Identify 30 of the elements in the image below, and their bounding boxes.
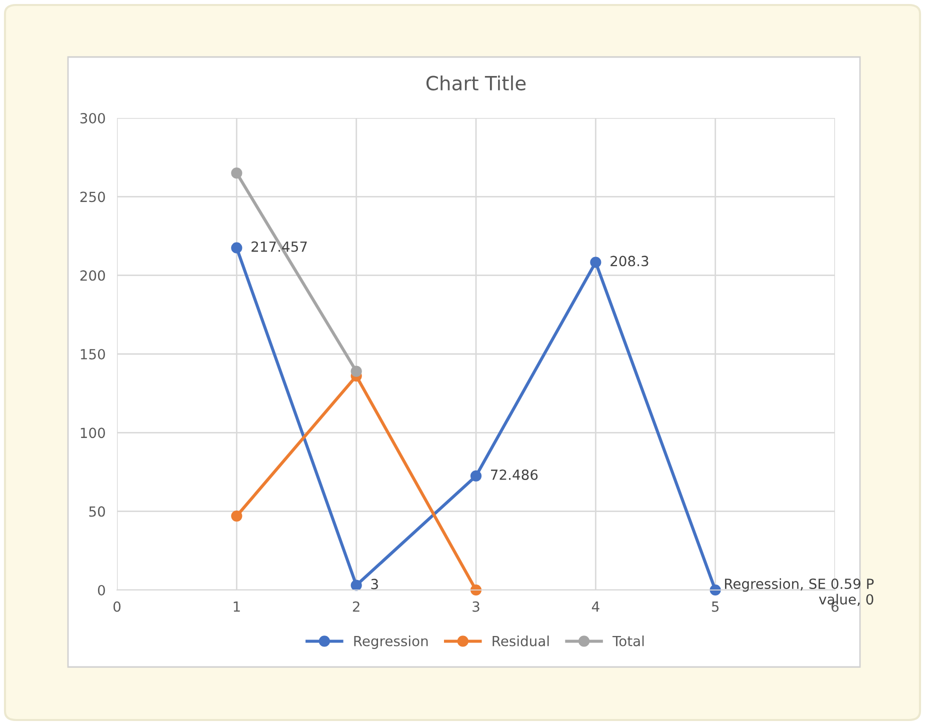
y-tick-label: 50 [89, 506, 105, 517]
point [590, 256, 602, 268]
point [470, 584, 482, 596]
point [350, 580, 362, 591]
y-tick-label: 0 [98, 584, 105, 596]
y-tick-label: 150 [80, 348, 105, 360]
data-label: 3 [371, 578, 378, 590]
point [231, 242, 242, 254]
point [710, 584, 721, 596]
x-tick-label: 1 [234, 602, 240, 612]
chart-title: Chart Title [426, 75, 526, 90]
y-tick-label: 200 [80, 270, 105, 281]
data-label: 217.457 [252, 241, 307, 252]
x-tick-label: 4 [592, 602, 600, 612]
x-tick-label: 2 [352, 601, 360, 612]
y-tick-label: 100 [80, 428, 105, 438]
point [231, 168, 242, 179]
point [350, 366, 362, 377]
legend-label: Total [612, 636, 644, 646]
y-tick-label: 250 [80, 192, 105, 202]
legend-label: Residual [492, 636, 549, 646]
point [470, 470, 482, 482]
point [231, 510, 242, 522]
x-tick-label: 5 [712, 602, 719, 612]
x-tick-label: 0 [113, 601, 120, 612]
y-tick-label: 300 [80, 112, 105, 124]
data-label: 72.486 [491, 469, 538, 480]
data-label: 208.3 [610, 256, 648, 266]
x-tick-label: 3 [472, 601, 480, 612]
legend-label: Regression [354, 636, 428, 649]
